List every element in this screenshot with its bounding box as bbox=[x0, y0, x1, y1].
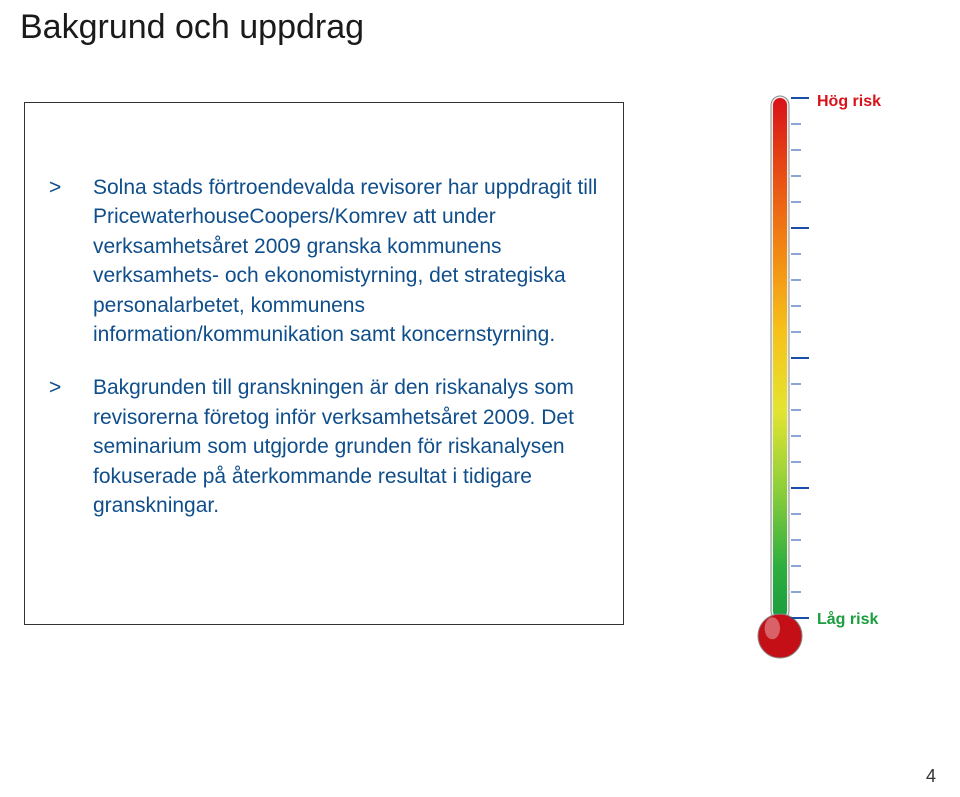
bullet-text: Solna stads förtroendevalda revisorer ha… bbox=[93, 173, 599, 349]
page-number: 4 bbox=[0, 766, 936, 787]
bullet-mark: > bbox=[49, 373, 93, 520]
high-risk-label: Hög risk bbox=[817, 93, 881, 110]
bullet-item: > Bakgrunden till granskningen är den ri… bbox=[49, 373, 599, 520]
bullet-text: Bakgrunden till granskningen är den risk… bbox=[93, 373, 599, 520]
bullet-mark: > bbox=[49, 173, 93, 349]
low-risk-label: Låg risk bbox=[817, 610, 878, 628]
risk-thermometer: Hög risk Låg risk bbox=[740, 78, 930, 678]
page-title: Bakgrund och uppdrag bbox=[20, 8, 364, 47]
content-box: > Solna stads förtroendevalda revisorer … bbox=[24, 102, 624, 625]
bullet-item: > Solna stads förtroendevalda revisorer … bbox=[49, 173, 599, 349]
